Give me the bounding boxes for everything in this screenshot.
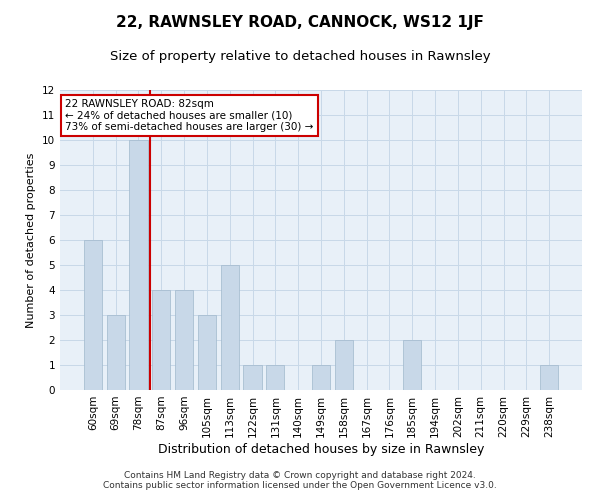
Bar (130, 140, 148, 390)
Text: 22 RAWNSLEY ROAD: 82sqm
← 24% of detached houses are smaller (10)
73% of semi-de: 22 RAWNSLEY ROAD: 82sqm ← 24% of detache… (65, 99, 314, 132)
Bar (266, 365, 284, 390)
Bar (540, 365, 558, 390)
Bar (84, 240, 102, 390)
Bar (175, 290, 193, 390)
Bar (312, 365, 330, 390)
Text: Contains HM Land Registry data © Crown copyright and database right 2024.
Contai: Contains HM Land Registry data © Crown c… (103, 470, 497, 490)
Bar (244, 365, 262, 390)
Bar (403, 340, 421, 390)
Bar (152, 290, 170, 390)
Bar (221, 265, 239, 390)
Text: 22, RAWNSLEY ROAD, CANNOCK, WS12 1JF: 22, RAWNSLEY ROAD, CANNOCK, WS12 1JF (116, 15, 484, 30)
Bar (335, 340, 353, 390)
Y-axis label: Number of detached properties: Number of detached properties (26, 152, 37, 328)
Bar (198, 315, 216, 390)
Bar (107, 315, 125, 390)
X-axis label: Distribution of detached houses by size in Rawnsley: Distribution of detached houses by size … (158, 442, 484, 456)
Text: Size of property relative to detached houses in Rawnsley: Size of property relative to detached ho… (110, 50, 490, 63)
